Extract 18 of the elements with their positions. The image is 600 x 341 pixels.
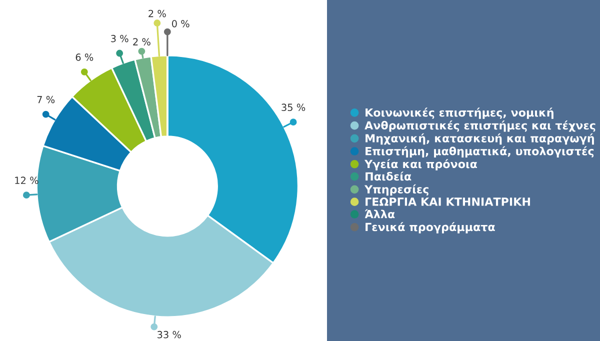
data-label: 3 % — [111, 34, 128, 42]
data-label: 6 % — [76, 54, 94, 61]
data-label: 7 % — [37, 96, 55, 104]
legend-label: Ανθρωπιστικές επιστήμες και τέχνες — [364, 120, 596, 132]
text: 0 % — [172, 20, 190, 28]
data-label: 2 % — [133, 38, 150, 46]
legend-label: Παιδεία — [366, 172, 412, 181]
legend-label: Μηχανική, κατασκευή και παραγωγή — [366, 133, 594, 145]
legend-label: Άλλα — [364, 209, 395, 218]
data-label: 2 % — [148, 10, 166, 18]
legend-label: Γενικά προγράμματα — [366, 222, 495, 234]
legend-label: Κοινωνικές επιστήμες, νομική — [366, 108, 554, 119]
data-label: 33 % — [157, 330, 181, 338]
legend-label: Υγεία και πρόνοια — [364, 159, 477, 170]
data-label: 35 % — [282, 104, 306, 112]
legend-label: Υπηρεσίες — [364, 184, 428, 196]
legend-label: Επιστήμη, μαθηματικά, υπολογιστές — [366, 146, 594, 158]
legend-label: ΓΕΩΡΓΙΑ ΚΑΙ ΚΤΗΝΙΑΤΡΙΚΗ — [366, 197, 530, 206]
